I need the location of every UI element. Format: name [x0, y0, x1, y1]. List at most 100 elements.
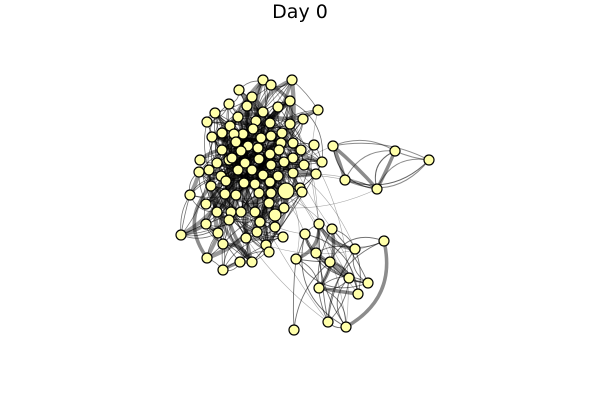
network-edge: [292, 258, 297, 331]
network-edge: [222, 236, 284, 271]
network-edge: [264, 152, 289, 247]
network-edge: [289, 123, 349, 328]
network-edge: [317, 286, 360, 296]
network-node: [272, 101, 284, 113]
network-edge: [317, 223, 347, 328]
network-node: [278, 156, 290, 168]
network-node: [194, 154, 206, 166]
network-node: [184, 189, 196, 201]
network-node: [201, 252, 213, 264]
network-node: [310, 247, 322, 259]
network-node: [246, 164, 258, 176]
network-node: [257, 106, 269, 118]
network-node: [211, 157, 223, 169]
network-edge: [376, 158, 430, 190]
network-edge: [265, 173, 317, 246]
network-node: [212, 227, 224, 239]
network-node: [264, 117, 276, 129]
network-node: [423, 154, 435, 166]
network-node: [217, 264, 229, 276]
network-edge: [291, 79, 319, 111]
network-node: [254, 216, 266, 228]
network-edge: [225, 179, 301, 189]
network-node: [287, 152, 299, 164]
network-node: [232, 164, 244, 176]
network-edge: [244, 162, 300, 260]
network-edge: [344, 159, 430, 186]
network-node: [284, 118, 296, 130]
network-node: [284, 95, 296, 107]
network-node: [252, 142, 264, 154]
network-edge: [205, 172, 279, 205]
network-node: [340, 321, 352, 333]
network-node: [349, 243, 361, 255]
network-node: [219, 188, 231, 200]
network-node: [193, 166, 205, 178]
network-node: [240, 232, 252, 244]
node-layer: [175, 74, 435, 336]
network-node: [247, 123, 259, 135]
network-node: [249, 178, 261, 190]
network-node: [290, 253, 302, 265]
network-node: [371, 183, 383, 195]
network-node: [217, 238, 229, 250]
network-node: [216, 144, 228, 156]
network-node: [263, 197, 275, 209]
network-node: [201, 116, 213, 128]
network-node: [269, 221, 281, 233]
network-node: [313, 282, 325, 294]
network-node: [265, 79, 277, 91]
network-edge: [265, 240, 385, 255]
network-edge: [245, 237, 329, 323]
network-node: [246, 91, 258, 103]
network-node: [234, 256, 246, 268]
network-node: [265, 159, 277, 171]
network-node: [310, 168, 322, 180]
network-node: [206, 131, 218, 143]
figure-title: Day 0: [272, 1, 328, 23]
network-edge: [289, 100, 323, 163]
network-node: [233, 84, 245, 96]
network-node: [200, 218, 212, 230]
network-node: [312, 104, 324, 116]
network-edge: [224, 141, 237, 196]
network-node: [232, 111, 244, 123]
network-node: [239, 157, 251, 169]
network-node: [216, 127, 228, 139]
network-node: [286, 74, 298, 86]
network-node: [246, 256, 258, 268]
network-node: [257, 169, 269, 181]
network-node: [389, 145, 401, 157]
network-node: [299, 228, 311, 240]
network-edge: [270, 164, 347, 328]
network-node: [277, 182, 295, 200]
network-node: [205, 180, 217, 192]
network-node: [211, 206, 223, 218]
network-edge: [329, 237, 385, 263]
network-node: [257, 74, 269, 86]
network-edge: [331, 228, 369, 284]
network-edge: [327, 248, 356, 323]
network-node: [295, 144, 307, 156]
network-node: [378, 235, 390, 247]
network-node: [230, 136, 242, 148]
network-edge: [237, 169, 276, 228]
network-edge: [192, 184, 213, 260]
network-edge: [332, 139, 396, 152]
network-node: [287, 167, 299, 179]
network-edge: [205, 146, 260, 260]
network-node: [297, 113, 309, 125]
network-node: [241, 100, 253, 112]
network-node: [200, 198, 212, 210]
network-node: [288, 324, 300, 336]
network-node: [230, 189, 242, 201]
network-node: [263, 246, 275, 258]
network-node: [327, 140, 339, 152]
network-node: [235, 145, 247, 157]
network-node: [251, 226, 263, 238]
network-node: [255, 132, 267, 144]
network-node: [343, 272, 355, 284]
network-edge: [295, 258, 369, 289]
network-node: [362, 277, 374, 289]
